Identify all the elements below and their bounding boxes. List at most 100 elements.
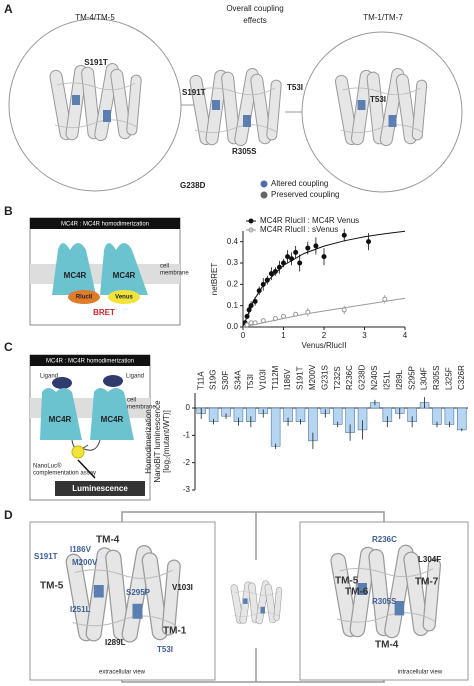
legend-label: MC4R RlucII : MC4R Venus bbox=[260, 216, 359, 225]
protein-structure bbox=[229, 579, 283, 625]
x-tick-label: M200V bbox=[308, 364, 317, 390]
readout-box bbox=[55, 481, 145, 496]
x-tick-label: S30F bbox=[221, 371, 230, 390]
connector bbox=[121, 511, 385, 683]
data-point bbox=[264, 277, 270, 283]
data-point bbox=[281, 260, 286, 266]
x-tick-label: 1 bbox=[281, 331, 286, 340]
protein-structure bbox=[48, 61, 143, 143]
acceptor-shape bbox=[108, 290, 140, 304]
data-point bbox=[289, 256, 295, 262]
ligand-label: Ligand bbox=[126, 374, 144, 380]
x-tick-label: I251L bbox=[382, 369, 391, 390]
inset-title: TM-1/TM-7 bbox=[363, 13, 403, 22]
legend-marker bbox=[260, 191, 268, 199]
y-axis-label: Homodimerization bbox=[144, 409, 153, 473]
ligand-shape bbox=[52, 377, 72, 389]
y-tick-label: -3 bbox=[183, 485, 191, 494]
data-point bbox=[341, 232, 347, 238]
x-tick-label: S34A bbox=[234, 370, 243, 390]
y-tick-label: 0.2 bbox=[227, 279, 239, 288]
x-tick-label: 3 bbox=[362, 331, 367, 340]
helix-label: TM-4 bbox=[375, 640, 399, 651]
acceptor-label: Venus bbox=[115, 295, 133, 301]
residue-label: S295P bbox=[126, 588, 151, 597]
x-tick-label: 4 bbox=[403, 331, 408, 340]
panel-label: D bbox=[4, 508, 13, 522]
view-label: intracellular view bbox=[398, 670, 443, 676]
bar bbox=[270, 407, 281, 447]
residue-label: R305S bbox=[232, 147, 257, 156]
data-point bbox=[382, 296, 388, 302]
data-point bbox=[276, 264, 282, 270]
bar bbox=[457, 407, 467, 431]
legend-label: MC4R RlucII : sVenus bbox=[260, 225, 338, 234]
residue-label: T53I bbox=[370, 95, 386, 104]
y-axis-label: netBRET bbox=[210, 263, 219, 296]
residue-label: V103I bbox=[172, 583, 193, 592]
helix-label: TM-1 bbox=[163, 626, 187, 637]
residue-label: G238D bbox=[180, 181, 206, 190]
x-axis-label: Venus/RlucII bbox=[302, 341, 347, 350]
data-point bbox=[260, 281, 266, 287]
data-point bbox=[248, 303, 254, 309]
data-point bbox=[305, 309, 311, 315]
legend-label: Altered coupling bbox=[271, 179, 328, 188]
y-axis-label: [log₂(mutant/WT)] bbox=[162, 410, 171, 473]
x-tick-label: T112M bbox=[271, 365, 280, 390]
fit-curve bbox=[242, 297, 406, 328]
view-label: extracellular view bbox=[99, 670, 146, 676]
x-tick-label: 0 bbox=[241, 331, 246, 340]
residue-label: S191T bbox=[84, 58, 108, 67]
x-tick-label: C326R bbox=[457, 365, 466, 390]
data-point bbox=[252, 320, 258, 326]
residue-label: I186V bbox=[70, 545, 92, 554]
protomer-label: MC4R bbox=[101, 415, 124, 424]
residue-label: I251L bbox=[70, 605, 91, 614]
data-point bbox=[293, 249, 299, 255]
helix-label: TM-7 bbox=[415, 577, 439, 588]
panel-label: B bbox=[4, 204, 13, 218]
protein-structure bbox=[188, 66, 283, 148]
inset-title: TM-4/TM-5 bbox=[75, 13, 115, 22]
donor-label: RlucII bbox=[76, 295, 93, 301]
x-tick-label: L325F bbox=[444, 367, 453, 390]
y-tick-label: 0.3 bbox=[227, 258, 239, 267]
x-tick-label: T53I bbox=[246, 374, 255, 390]
box-title: MC4R : MC4R homodimerization bbox=[61, 222, 149, 228]
box-header bbox=[30, 355, 150, 366]
x-tick-label: 2 bbox=[322, 331, 327, 340]
data-point bbox=[313, 243, 319, 249]
data-point bbox=[281, 313, 286, 319]
x-tick-label: T11A bbox=[196, 371, 205, 390]
residue-label: L304F bbox=[418, 555, 441, 564]
signal-label: BRET bbox=[93, 308, 115, 317]
data-point bbox=[244, 313, 250, 319]
box-title: MC4R : MC4R homodimerization bbox=[46, 359, 134, 365]
protein-structure bbox=[333, 66, 428, 148]
residue-label: T53I bbox=[157, 645, 173, 654]
helix-label: TM-4 bbox=[96, 535, 120, 546]
x-tick-label: R305S bbox=[432, 366, 441, 390]
membrane-label: cell bbox=[127, 398, 136, 404]
helix-label: TM-5 bbox=[40, 581, 64, 592]
data-point bbox=[297, 260, 303, 266]
x-tick-label: V103I bbox=[258, 369, 267, 390]
residue-label: I289L bbox=[105, 638, 126, 647]
residue-label: M200V bbox=[72, 558, 98, 567]
readout-label: Luminescence bbox=[72, 484, 128, 493]
residue-label: S191T bbox=[182, 88, 206, 97]
x-tick-label: T232S bbox=[333, 366, 342, 390]
center-title: effects bbox=[243, 16, 266, 25]
x-tick-label: N240S bbox=[370, 366, 379, 390]
x-tick-label: S295P bbox=[407, 366, 416, 390]
data-point bbox=[366, 239, 372, 245]
assay-label: complementation assay bbox=[33, 471, 96, 477]
y-tick-label: 0.0 bbox=[227, 322, 239, 331]
residue-label: T53I bbox=[287, 83, 303, 92]
receptor-shape bbox=[52, 243, 96, 295]
center-title: Overall coupling bbox=[226, 4, 283, 13]
protomer-label: MC4R bbox=[113, 271, 136, 280]
helix-label: TM-6 bbox=[345, 587, 369, 598]
receptor-shape bbox=[40, 388, 82, 440]
